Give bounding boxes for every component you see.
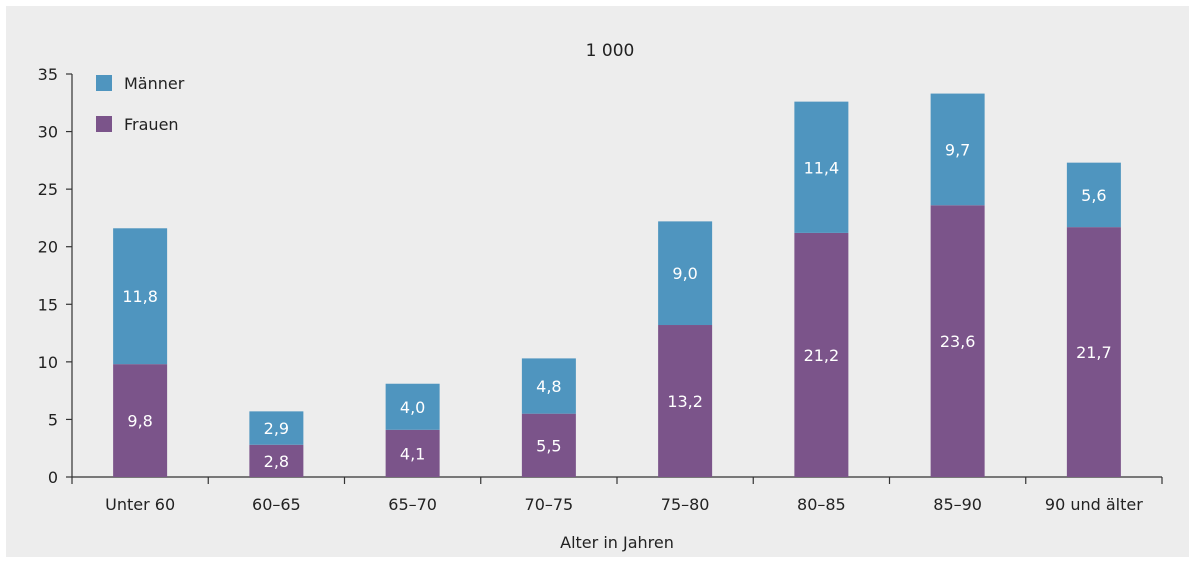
bar-frauen — [930, 205, 985, 477]
x-tick-label: 85–90 — [933, 495, 982, 514]
bar-maenner — [1066, 162, 1121, 228]
bar-frauen — [794, 232, 849, 477]
legend: Männer Frauen — [96, 74, 185, 134]
bar-value-label: 9,7 — [945, 140, 970, 159]
x-axis: Unter 60 60–65 65–70 70–75 75–80 80–85 85–90 90… — [71, 476, 1163, 514]
bar-value-label: 11,4 — [804, 158, 840, 177]
bar-value-label: 4,0 — [400, 398, 425, 417]
bar-maenner — [521, 358, 576, 414]
bar-frauen — [1066, 227, 1121, 477]
bar-maenner — [113, 228, 168, 365]
x-tick-label: 90 und älter — [1045, 495, 1143, 514]
bar-frauen — [385, 429, 440, 477]
bar-value-label: 4,8 — [536, 377, 561, 396]
y-tick-label: 30 — [38, 123, 58, 142]
bar-value-label: 5,6 — [1081, 186, 1106, 205]
x-tick-label: 80–85 — [797, 495, 846, 514]
y-tick-label: 10 — [38, 353, 58, 372]
bar-frauen — [521, 413, 576, 477]
y-tick-label: 20 — [38, 238, 58, 257]
bars-group: 9,8 11,8 2,8 2,9 4,1 4,0 5,5 4,8 13,2 9,0 21,2 11,4… — [113, 93, 1121, 477]
bar-value-label: 4,1 — [400, 444, 425, 463]
y-tick-label: 15 — [38, 295, 58, 314]
bar-maenner — [385, 383, 440, 430]
bar-value-label: 2,8 — [264, 452, 289, 471]
x-tick-label: 75–80 — [661, 495, 710, 514]
y-tick-label: 0 — [48, 468, 58, 487]
bar-maenner — [930, 93, 985, 206]
y-tick-label: 35 — [38, 65, 58, 84]
bar-value-label: 21,7 — [1076, 343, 1112, 362]
y-tick-label: 5 — [48, 410, 58, 429]
y-axis: 0 5 10 15 20 25 30 35 — [38, 65, 73, 487]
bar-frauen — [249, 444, 304, 477]
x-axis-title: Alter in Jahren — [560, 533, 674, 552]
legend-swatch — [96, 116, 112, 132]
bar-maenner — [658, 221, 713, 326]
bar-value-label: 5,5 — [536, 436, 561, 455]
bar-value-label: 2,9 — [264, 419, 289, 438]
x-tick-label: 60–65 — [252, 495, 301, 514]
bar-frauen — [113, 364, 168, 477]
bar-maenner — [249, 411, 304, 445]
y-tick-label: 25 — [38, 180, 58, 199]
bar-maenner — [794, 101, 849, 233]
legend-swatch — [96, 75, 112, 91]
bar-value-label: 11,8 — [122, 287, 158, 306]
x-tick-label: Unter 60 — [105, 495, 175, 514]
bar-value-label: 9,8 — [127, 412, 152, 431]
legend-label: Männer — [124, 74, 185, 93]
bar-value-label: 23,6 — [940, 332, 976, 351]
bar-value-label: 13,2 — [667, 392, 703, 411]
legend-label: Frauen — [124, 115, 179, 134]
bar-value-label: 9,0 — [672, 264, 697, 283]
x-tick-label: 70–75 — [525, 495, 574, 514]
unit-label: 1 000 — [586, 41, 635, 61]
x-tick-label: 65–70 — [388, 495, 437, 514]
bar-frauen — [658, 325, 713, 477]
chart-background — [6, 6, 1189, 557]
bar-value-label: 21,2 — [804, 346, 840, 365]
